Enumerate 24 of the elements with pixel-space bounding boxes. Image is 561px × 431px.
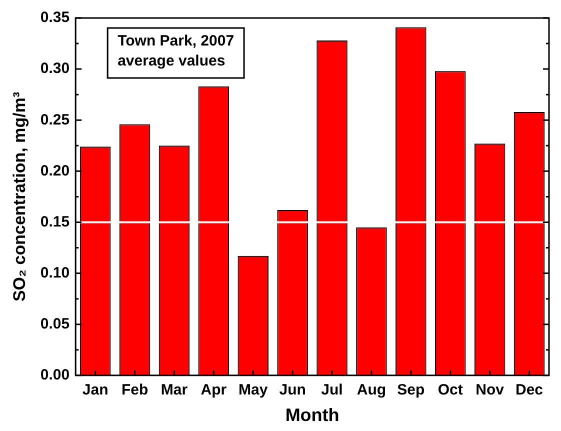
y-tick-label: 0.10 [40,264,70,282]
y-tick-label: 0.30 [40,60,70,78]
y-tick-label: 0.20 [40,162,70,180]
x-axis-title: Month [285,405,340,426]
x-tick-label: Sep [397,382,425,399]
annotation: average values [118,52,226,70]
x-tick-label: Nov [476,382,505,399]
y-tick-label: 0.25 [40,111,70,128]
x-tick-label: Apr [200,382,227,399]
y-tick-label: 0.00 [40,366,70,384]
x-tick-label: Jun [279,382,306,399]
x-tick-label: Dec [516,382,544,399]
x-tick-label: Aug [356,382,386,399]
x-tick-label: May [238,382,268,399]
annotation: Town Park, 2007 [118,32,234,50]
x-tick-label: Feb [121,382,148,399]
x-tick-label: Oct [438,382,463,399]
y-tick-label: 0.35 [40,9,70,26]
x-tick-label: Jan [82,382,108,399]
x-tick-label: Mar [160,382,188,399]
x-tick-label: Jul [321,382,343,399]
y-axis-title: SO₂ concentration, mg/m³ [10,92,29,302]
y-tick-label: 0.15 [40,213,70,230]
y-tick-label: 0.05 [40,315,70,332]
